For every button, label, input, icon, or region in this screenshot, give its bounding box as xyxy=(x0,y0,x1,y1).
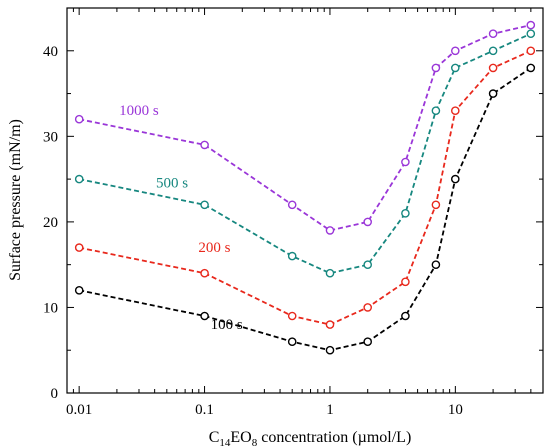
y-tick-label: 40 xyxy=(43,44,58,60)
data-point xyxy=(526,20,536,30)
data-point xyxy=(74,114,84,124)
series-label: 500 s xyxy=(156,176,188,192)
data-point xyxy=(431,106,441,115)
x-ticks: 0.01 0.1 1 10 xyxy=(66,8,532,418)
data-point xyxy=(526,29,536,39)
x-axis-label-sub1: 14 xyxy=(219,437,231,448)
data-point xyxy=(450,174,460,184)
data-point xyxy=(488,46,498,56)
data-point xyxy=(488,89,498,98)
data-point xyxy=(287,251,297,261)
y-axis-label: Surface pressure (mN/m) xyxy=(7,119,24,281)
data-point xyxy=(363,217,373,227)
plot-frame xyxy=(66,7,544,394)
series-label: 200 s xyxy=(198,240,230,256)
x-axis-label-sub2: 8 xyxy=(252,437,258,448)
data-point xyxy=(488,29,498,39)
data-point xyxy=(325,345,335,355)
data-point xyxy=(287,200,297,210)
series-line-2 xyxy=(79,32,532,275)
data-point xyxy=(363,337,373,347)
data-point xyxy=(526,63,536,73)
data-point xyxy=(287,311,297,321)
data-point xyxy=(401,277,410,287)
series-label: 100 s xyxy=(211,317,243,333)
x-axis-label: C14EO8 concentration (µmol/L) xyxy=(209,429,412,448)
x-axis-label-rest: concentration (µmol/L) xyxy=(257,429,411,446)
x-axis-label-mid: EO xyxy=(230,429,251,446)
data-point xyxy=(431,260,441,270)
series-annotations: 100 s 200 s 500 s 1000 s xyxy=(119,103,243,333)
data-point xyxy=(363,260,373,270)
data-point xyxy=(200,140,209,150)
x-tick-label: 0.1 xyxy=(195,402,214,418)
data-point xyxy=(74,174,84,184)
y-ticks: 0 10 20 30 40 xyxy=(43,44,543,402)
y-tick-label: 30 xyxy=(43,129,58,145)
data-point xyxy=(363,303,373,312)
data-point xyxy=(431,200,441,210)
data-point xyxy=(450,46,460,56)
data-point xyxy=(450,106,460,115)
y-tick-label: 20 xyxy=(43,215,58,231)
data-point xyxy=(74,243,84,252)
data-point xyxy=(200,268,209,278)
data-point xyxy=(74,285,84,295)
data-point xyxy=(325,320,335,329)
data-point xyxy=(488,63,498,73)
data-point xyxy=(401,157,410,167)
x-tick-label: 0.01 xyxy=(66,402,92,418)
data-point xyxy=(287,337,297,347)
data-point xyxy=(325,226,335,235)
y-tick-label: 0 xyxy=(51,386,59,402)
data-point xyxy=(325,268,335,278)
data-point xyxy=(200,200,209,210)
y-tick-label: 10 xyxy=(43,300,58,316)
series-points xyxy=(74,20,536,355)
data-point xyxy=(450,63,460,73)
data-point xyxy=(200,311,209,321)
x-axis-label-base: C xyxy=(209,429,220,446)
data-point xyxy=(431,63,441,73)
series-lines xyxy=(79,24,532,352)
series-line-0 xyxy=(79,67,532,352)
data-point xyxy=(401,208,410,218)
x-tick-label: 10 xyxy=(448,402,463,418)
data-point xyxy=(526,46,536,56)
data-point xyxy=(401,311,410,321)
series-line-1 xyxy=(79,49,532,326)
series-line-3 xyxy=(79,24,532,232)
x-tick-label: 1 xyxy=(326,402,334,418)
series-label: 1000 s xyxy=(119,103,159,119)
